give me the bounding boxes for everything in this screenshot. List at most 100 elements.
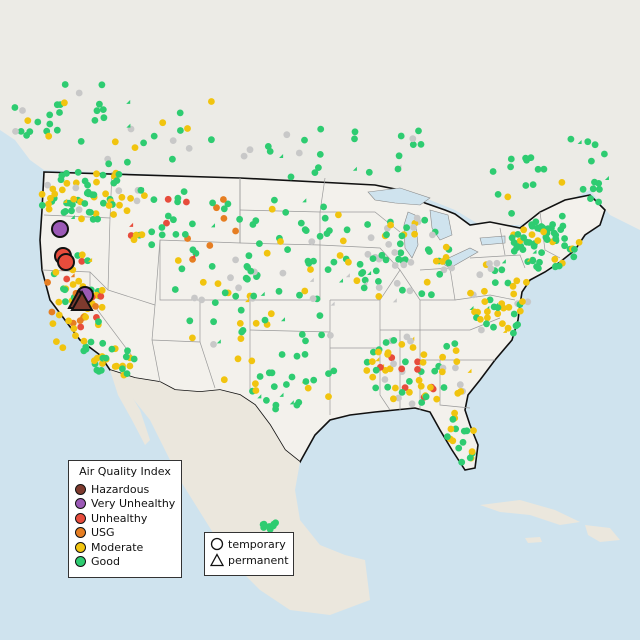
monitor-dot [445, 259, 453, 267]
monitor-dot [95, 318, 102, 326]
monitor-dot [216, 339, 221, 344]
monitor-dot [140, 187, 145, 192]
monitor-dot [91, 117, 99, 124]
monitor-dot [236, 215, 244, 223]
monitor-dot [84, 181, 91, 189]
legend-swatch [75, 527, 86, 539]
monitor-dot [520, 234, 527, 242]
monitor-dot [94, 215, 101, 223]
monitor-dot [259, 521, 267, 528]
monitor-dot [302, 337, 309, 345]
legend-label: Good [91, 555, 120, 569]
monitor-dot [507, 155, 515, 163]
monitor-dot [510, 329, 517, 337]
monitor-dot [189, 334, 196, 342]
monitor-dot [277, 238, 284, 245]
monitor-dot [93, 178, 100, 186]
monitor-dot [124, 347, 131, 355]
monitor-dot [352, 166, 357, 171]
monitor-dot [133, 197, 141, 205]
monitor-dot [398, 365, 406, 373]
monitor-dot [418, 290, 426, 298]
monitor-dot [395, 394, 402, 402]
monitor-dot [387, 221, 394, 229]
monitor-dot [534, 165, 542, 173]
monitor-dot [172, 231, 180, 238]
monitor-dot [102, 190, 109, 198]
monitor-dot [375, 348, 382, 356]
monitor-dot [279, 392, 284, 397]
monitor-dot [298, 331, 306, 338]
monitor-dot [579, 185, 587, 193]
monitor-dot [368, 358, 376, 365]
monitor-dot [522, 182, 530, 189]
monitor-dot [75, 277, 83, 285]
monitor-dot [268, 369, 276, 377]
monitor-dot [395, 152, 403, 160]
monitor-dot [385, 241, 393, 248]
large-monitor-markers [51, 220, 94, 311]
monitor-dot [455, 444, 463, 452]
monitor-dot [486, 260, 493, 267]
monitor-dot [534, 237, 542, 245]
triangle-icon [210, 553, 224, 567]
monitor-dot [398, 232, 406, 240]
monitor-dot [382, 256, 390, 264]
monitor-dot [72, 179, 80, 187]
monitor-dot [359, 269, 367, 276]
monitor-dot [467, 289, 474, 297]
monitor-dot [413, 214, 421, 222]
monitor-dot [391, 262, 399, 269]
monitor-dot [148, 228, 156, 236]
monitor-dot [489, 168, 497, 175]
monitor-dot [206, 242, 214, 249]
monitor-dot [100, 199, 107, 207]
monitor-dot [296, 291, 303, 299]
legend-item-good: Good [69, 555, 181, 570]
monitor-dot [384, 350, 391, 358]
monitor-dot [469, 306, 474, 311]
monitor-dot [363, 358, 371, 366]
monitor-dot [260, 291, 265, 296]
monitor-dot [99, 171, 107, 179]
monitor-dot [567, 135, 575, 143]
monitor-dot [589, 185, 597, 193]
monitor-dot [510, 290, 518, 298]
monitor-dot [505, 303, 513, 311]
monitor-dot [530, 242, 538, 250]
monitor-dot [220, 196, 227, 203]
monitor-dot [420, 351, 428, 358]
monitor-dot [440, 266, 448, 274]
monitor-dot [507, 163, 514, 171]
monitor-dot [75, 89, 83, 97]
monitor-dot [61, 286, 69, 294]
monitor-dot [570, 253, 578, 261]
legend-item-very-unhealthy: Very Unhealthy [69, 497, 181, 512]
monitor-dot [467, 368, 472, 373]
monitor-dot [174, 194, 182, 202]
monitor-dot [26, 128, 34, 136]
monitor-dot [382, 339, 390, 346]
monitor-dot [199, 278, 207, 286]
monitor-dot [397, 132, 405, 140]
monitor-dot [46, 120, 54, 128]
monitor-dot [363, 281, 368, 286]
monitor-dot [85, 190, 92, 198]
monitor-dot [433, 395, 441, 403]
monitor-dot [96, 100, 103, 108]
monitor-dot [532, 249, 537, 254]
monitor-dot [458, 458, 466, 466]
monitor-dot [235, 284, 243, 292]
monitor-dot [442, 254, 450, 261]
monitor-dot [401, 256, 409, 264]
monitor-dot [252, 380, 259, 388]
monitor-dot [246, 146, 254, 154]
monitor-dot [527, 154, 535, 162]
monitor-dot [12, 127, 19, 135]
monitor-dot [126, 362, 134, 370]
monitor-dot [548, 224, 555, 232]
monitor-dot [408, 400, 416, 408]
monitor-dot [325, 370, 332, 377]
monitor-dot [169, 155, 176, 163]
monitor-dot [105, 202, 113, 209]
